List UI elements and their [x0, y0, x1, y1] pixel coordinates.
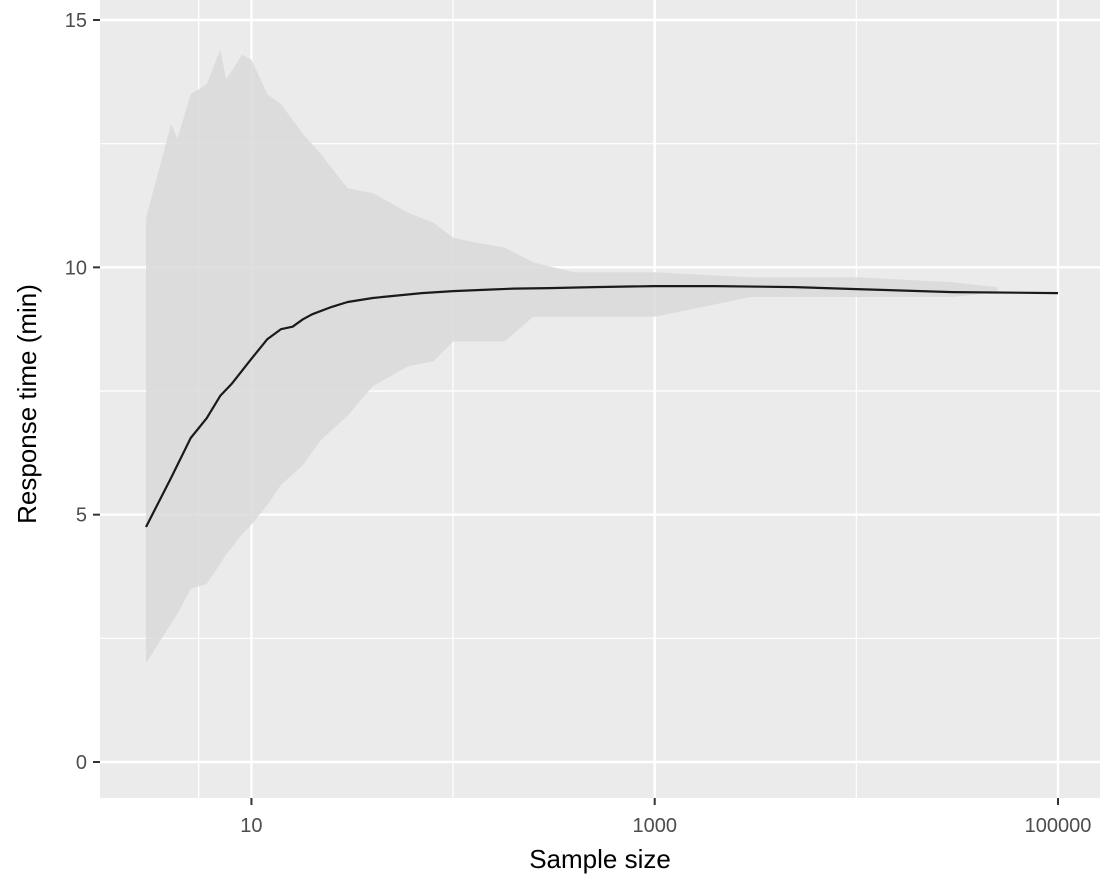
- y-tick-label: 15: [65, 10, 87, 32]
- series-line: [145, 285, 1059, 528]
- confidence-band-layer: [146, 49, 998, 664]
- x-tick-label: 100000: [1025, 815, 1092, 837]
- y-axis-title: Response time (min): [12, 284, 42, 524]
- y-tick-label: 5: [76, 505, 87, 527]
- axis-ticks: [93, 19, 1059, 805]
- confidence-band: [146, 49, 998, 664]
- x-axis-title: Sample size: [529, 844, 671, 874]
- x-axis-tick-labels: 10 1000 100000: [240, 815, 1091, 837]
- x-tick-label: 10: [240, 815, 262, 837]
- x-tick-label: 1000: [632, 815, 677, 837]
- y-tick-label: 0: [76, 752, 87, 774]
- y-axis-tick-labels: 0 5 10 15: [65, 10, 87, 774]
- series-line-layer: [145, 285, 1059, 528]
- y-tick-label: 10: [65, 257, 87, 279]
